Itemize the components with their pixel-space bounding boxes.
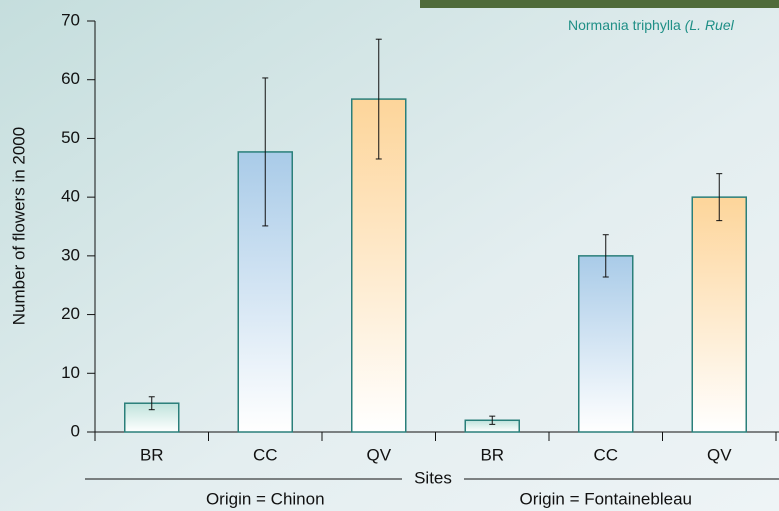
x-axis-label: Sites [414,468,452,487]
error-bar [262,77,269,227]
y-tick-label: 30 [61,245,80,264]
photo-strip [420,0,779,8]
x-tick-label: BR [140,445,164,464]
bar [691,196,747,433]
species-note: Normania triphylla (L. Ruel [568,17,735,33]
group-label: Origin = Chinon [206,489,325,508]
y-tick-label: 10 [61,363,80,382]
error-bar [148,396,155,411]
y-axis-label: Number of flowers in 2000 [9,127,28,325]
error-bar [602,234,609,278]
y-tick-label: 0 [71,421,80,440]
group-label: Origin = Fontainebleau [520,489,692,508]
x-tick-label: QV [366,445,391,464]
bar [578,255,634,433]
y-tick-label: 40 [61,187,80,206]
x-tick-label: CC [593,445,618,464]
x-tick-label: BR [480,445,504,464]
y-tick-label: 20 [61,304,80,323]
y-tick-label: 50 [61,128,80,147]
species-author: (L. Ruel [685,17,735,33]
error-bar [375,38,382,160]
x-tick-label: CC [253,445,278,464]
y-tick-label: 60 [61,69,80,88]
error-bar [489,415,496,425]
x-tick-label: QV [707,445,732,464]
y-tick-label: 70 [61,10,80,29]
species-name: Normania triphylla [568,17,681,33]
error-bar [716,173,723,222]
